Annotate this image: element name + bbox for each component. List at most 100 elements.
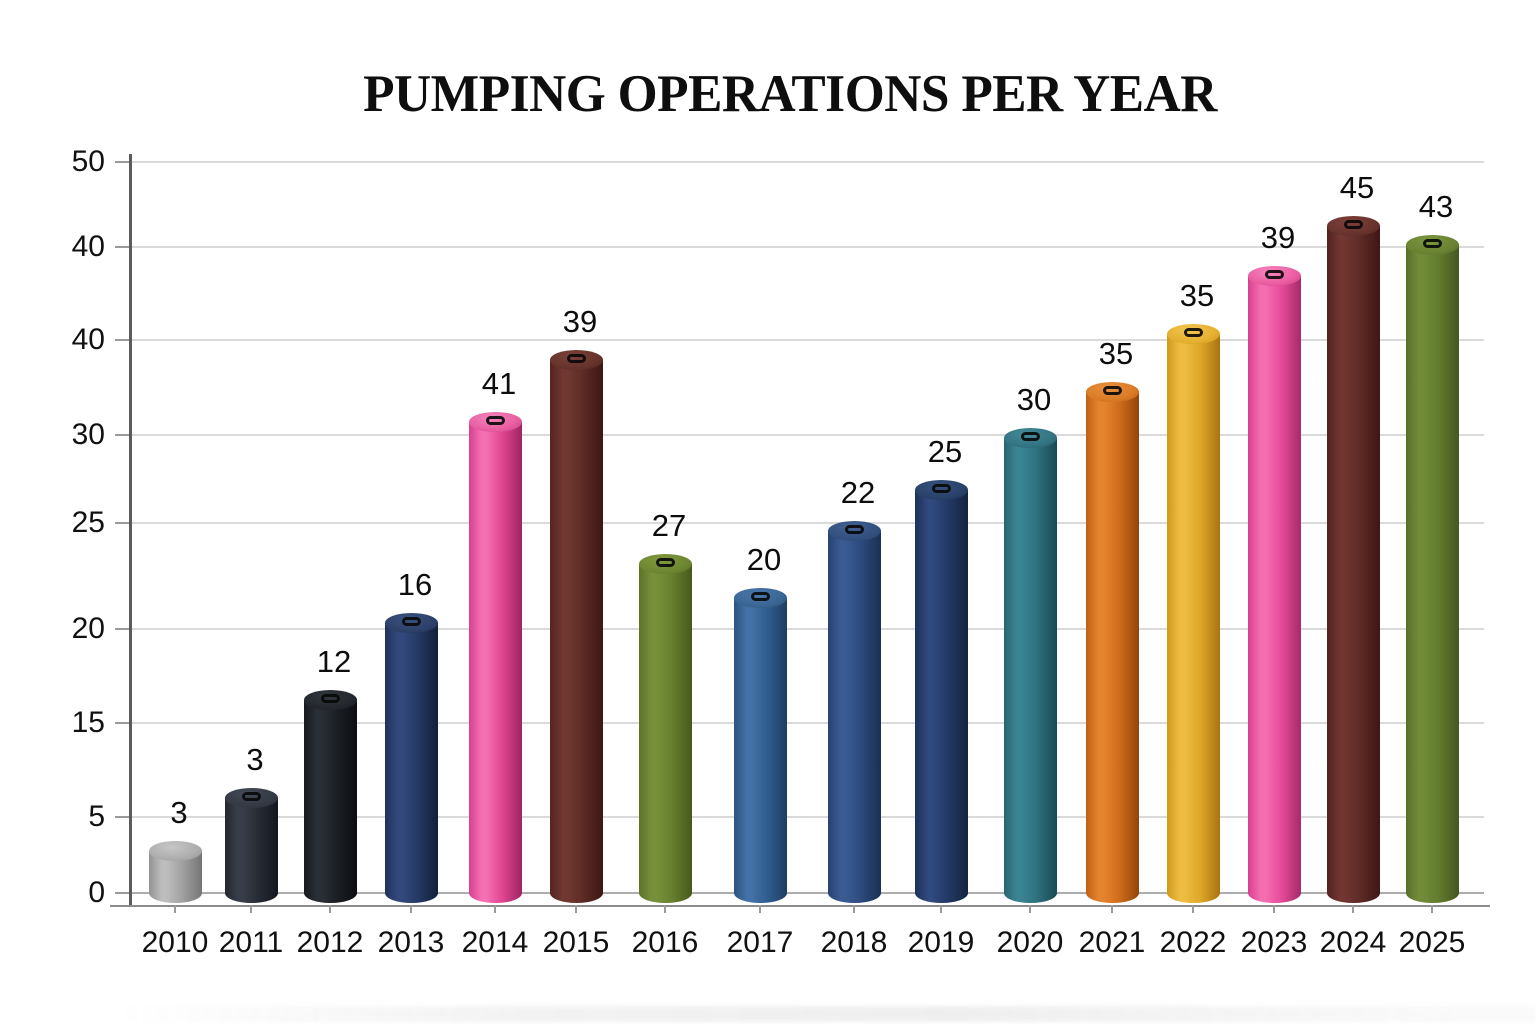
y-axis-label: 50	[71, 145, 105, 178]
bar-cylinder-2025	[1405, 245, 1459, 903]
bar-cap-slot	[1344, 220, 1363, 229]
y-axis-label: 0	[88, 876, 105, 909]
x-axis-label: 2023	[1240, 926, 1308, 959]
bar-cylinder-2024	[1326, 226, 1380, 903]
bar-cylinder-2017	[733, 598, 787, 903]
x-axis-label: 2024	[1319, 926, 1387, 959]
y-axis-label: 15	[71, 706, 105, 739]
bar-value-label: 22	[840, 475, 876, 510]
bar-cylinder-2023	[1247, 276, 1301, 903]
bar-cap-slot	[1184, 328, 1203, 337]
x-axis-tick	[1111, 905, 1113, 913]
y-axis-tick	[115, 816, 130, 818]
x-axis-tick	[1352, 905, 1354, 913]
gridline	[130, 434, 1484, 436]
x-axis-tick	[329, 905, 331, 913]
gridline	[130, 628, 1484, 630]
bar-cap-slot	[1423, 239, 1442, 248]
bar-cylinder-2013	[384, 623, 438, 903]
bar-value-label: 30	[1016, 382, 1052, 417]
bar-cylinder-2012	[303, 700, 357, 903]
bar-cap-slot	[1021, 432, 1040, 441]
x-axis-tick	[174, 905, 176, 913]
bar-value-label: 45	[1339, 170, 1375, 205]
x-axis-label: 2011	[218, 926, 284, 959]
bar-cylinder-2015	[549, 360, 603, 903]
x-axis-label: 2022	[1159, 926, 1227, 959]
bottom-shadow-smudge	[90, 1006, 1536, 1022]
x-axis-tick	[1029, 905, 1031, 913]
x-axis-label: 2012	[296, 926, 364, 959]
y-axis-tick	[115, 892, 130, 894]
bar-value-label: 35	[1098, 336, 1134, 371]
bar-value-label: 27	[651, 508, 687, 543]
bar-cap-slot	[321, 694, 340, 703]
bar-cylinder-2016	[638, 564, 692, 903]
x-axis-tick	[250, 905, 252, 913]
y-axis-label: 5	[88, 800, 105, 833]
bar-value-label: 16	[397, 567, 433, 602]
bar-value-label: 39	[1260, 220, 1296, 255]
x-axis-tick	[494, 905, 496, 913]
y-axis-label: 20	[71, 612, 105, 645]
x-axis-tick	[853, 905, 855, 913]
x-axis-label: 2015	[542, 926, 610, 959]
gridline	[130, 339, 1484, 341]
bar-value-label: 3	[246, 742, 264, 777]
gridline	[130, 816, 1484, 818]
y-axis-tick	[115, 161, 130, 163]
bar-value-label: 35	[1179, 278, 1215, 313]
x-axis-label: 2025	[1398, 926, 1466, 959]
y-axis-label: 40	[71, 323, 105, 356]
y-axis-tick	[115, 434, 130, 436]
bar-value-label: 12	[316, 644, 352, 679]
bar-cylinder-2021	[1085, 392, 1139, 903]
x-axis-tick	[940, 905, 942, 913]
bar-cap-slot	[402, 617, 421, 626]
bar-cap-slot	[486, 416, 505, 425]
bar-cylinder-2020	[1003, 438, 1057, 903]
bar-cylinder-2014	[468, 422, 522, 903]
gridline	[130, 722, 1484, 724]
y-axis-tick	[115, 339, 130, 341]
bar-value-label: 41	[481, 366, 517, 401]
y-axis-tick	[115, 628, 130, 630]
chart-title: PUMPING OPERATIONS PER YEAR	[363, 65, 1217, 123]
bar-cylinder-2011	[224, 798, 278, 903]
y-axis-label: 25	[71, 506, 105, 539]
x-axis-label: 2016	[631, 926, 699, 959]
x-axis-tick	[1273, 905, 1275, 913]
bar-value-label: 20	[746, 542, 782, 577]
y-axis-tick	[115, 722, 130, 724]
gridline	[130, 522, 1484, 524]
bar-value-label: 43	[1418, 189, 1454, 224]
x-axis-label: 2013	[377, 926, 445, 959]
x-axis-tick	[410, 905, 412, 913]
bar-cap-slot	[932, 484, 951, 493]
y-axis-tick	[115, 522, 130, 524]
bar-cap-2010	[148, 841, 202, 861]
x-axis-label: 2021	[1078, 926, 1146, 959]
bar-cap-slot	[242, 792, 261, 801]
bar-value-label: 39	[562, 304, 598, 339]
bar-cylinder-2018	[827, 531, 881, 903]
bar-cap-slot	[845, 525, 864, 534]
bar-cylinder-2019	[914, 490, 968, 903]
bar-value-label: 3	[170, 795, 188, 830]
bar-cap-slot	[567, 354, 586, 363]
y-axis-label: 30	[71, 418, 105, 451]
bar-cap-slot	[656, 558, 675, 567]
bar-cap-slot	[1103, 386, 1122, 395]
gridline	[130, 161, 1484, 163]
x-axis-label: 2017	[726, 926, 794, 959]
bar-cylinder-2022	[1166, 334, 1220, 903]
x-axis-tick	[1192, 905, 1194, 913]
bar-cap-slot	[751, 592, 770, 601]
y-axis-line	[129, 154, 132, 906]
x-axis-label: 2018	[820, 926, 888, 959]
x-axis-tick	[759, 905, 761, 913]
y-axis-label: 40	[71, 230, 105, 263]
x-axis-tick	[1431, 905, 1433, 913]
gridline	[130, 246, 1484, 248]
